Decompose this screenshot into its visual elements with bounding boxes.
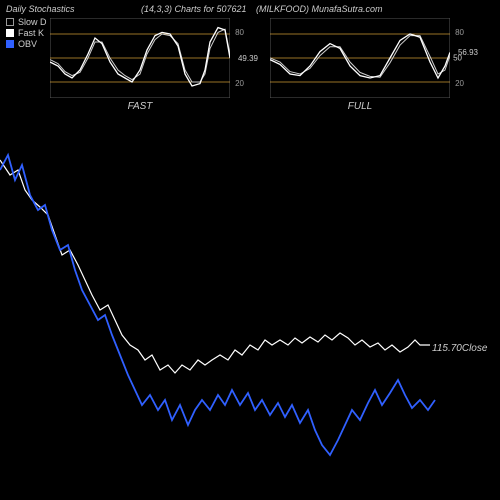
legend-slow-d: Slow D <box>6 16 47 27</box>
fast-panel: 80 20 49.39 FAST <box>50 18 230 98</box>
fast-tick-80: 80 <box>235 28 244 37</box>
fast-current-value: 49.39 <box>238 54 258 63</box>
header-subtitle: (14,3,3) Charts for 507621 <box>141 4 247 14</box>
fast-tick-20: 20 <box>235 79 244 88</box>
main-chart-svg <box>0 145 500 500</box>
full-panel-label: FULL <box>348 101 372 112</box>
obv-marker <box>6 40 14 48</box>
fast-panel-label: FAST <box>128 101 153 112</box>
full-chart <box>270 18 450 98</box>
stochastic-panels: 80 20 49.39 FAST 80 50 20 56.93 FULL <box>50 18 450 98</box>
fast-k-marker <box>6 29 14 37</box>
slow-d-label: Slow D <box>18 17 47 27</box>
slow-d-marker <box>6 18 14 26</box>
legend-obv: OBV <box>6 38 47 49</box>
main-chart: 115.70Close <box>0 145 500 500</box>
fast-k-label: Fast K <box>18 28 44 38</box>
close-label: 115.70Close <box>432 343 487 354</box>
full-tick-80: 80 <box>455 28 464 37</box>
fast-chart <box>50 18 230 98</box>
header-source: (MILKFOOD) MunafaSutra.com <box>256 4 383 14</box>
header: Daily Stochastics (14,3,3) Charts for 50… <box>6 4 494 14</box>
full-tick-20: 20 <box>455 79 464 88</box>
header-title: Daily Stochastics <box>6 4 75 14</box>
legend: Slow D Fast K OBV <box>6 16 47 49</box>
full-panel: 80 50 20 56.93 FULL <box>270 18 450 98</box>
full-current-value: 56.93 <box>458 48 478 57</box>
legend-fast-k: Fast K <box>6 27 47 38</box>
obv-label: OBV <box>18 39 37 49</box>
